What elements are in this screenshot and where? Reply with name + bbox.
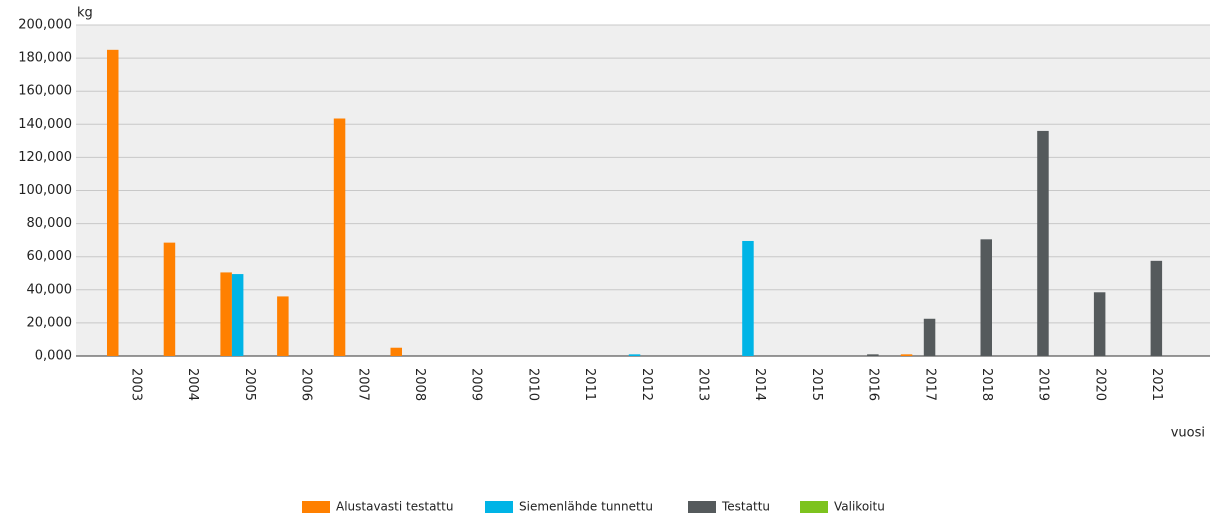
x-tick-label: 2012	[639, 368, 654, 401]
x-tick-label: 2007	[355, 368, 370, 401]
bar	[628, 354, 641, 356]
legend-swatch	[688, 501, 716, 513]
bar	[163, 242, 176, 356]
x-tick-label: 2020	[1092, 368, 1107, 401]
legend-swatch	[302, 501, 330, 513]
x-tick-label: 2009	[469, 368, 484, 401]
y-tick-label: 60,000	[27, 249, 73, 264]
y-tick-label: 100,000	[18, 183, 72, 198]
bar	[923, 318, 936, 356]
y-tick-label: 40,000	[27, 282, 73, 297]
bar	[277, 296, 289, 356]
bar	[390, 347, 402, 356]
x-tick-label: 2005	[242, 368, 257, 401]
bar	[742, 240, 754, 356]
x-tick-label: 2006	[299, 368, 314, 401]
legend-label: Siemenlähde tunnettu	[519, 500, 653, 514]
x-tick-label: 2017	[922, 368, 937, 401]
x-axis-label: vuosi	[1171, 426, 1205, 441]
x-tick-label: 2021	[1149, 368, 1164, 401]
x-tick-label: 2019	[1036, 368, 1051, 401]
x-tick-label: 2016	[866, 368, 881, 401]
x-tick-label: 2010	[525, 368, 540, 401]
y-tick-label: 120,000	[18, 150, 72, 165]
x-tick-label: 2011	[582, 368, 597, 401]
bar	[1150, 260, 1163, 356]
bar	[333, 118, 346, 356]
legend-swatch	[485, 501, 513, 513]
legend-swatch	[800, 501, 828, 513]
bar	[1037, 130, 1049, 356]
x-tick-label: 2004	[185, 368, 200, 401]
x-tick-label: 2015	[809, 368, 824, 401]
y-axis-label: kg	[77, 6, 93, 21]
bar	[107, 49, 119, 356]
bar	[900, 354, 913, 356]
bar	[220, 272, 232, 356]
bar	[867, 354, 879, 356]
legend-label: Testattu	[721, 500, 770, 514]
y-tick-label: 160,000	[18, 84, 72, 99]
legend-label: Alustavasti testattu	[336, 500, 453, 514]
x-tick-label: 2008	[412, 368, 427, 401]
bar	[980, 239, 992, 356]
y-tick-label: 200,000	[18, 18, 72, 33]
bar	[1093, 292, 1106, 356]
x-tick-label: 2018	[979, 368, 994, 401]
y-tick-label: 180,000	[18, 51, 72, 66]
legend-label: Valikoitu	[834, 500, 885, 514]
x-tick-label: 2013	[696, 368, 711, 401]
x-tick-label: 2003	[129, 368, 144, 401]
x-tick-label: 2014	[752, 368, 767, 401]
y-tick-label: 140,000	[18, 117, 72, 132]
bar	[231, 274, 244, 356]
y-tick-label: 80,000	[27, 216, 73, 231]
y-tick-label: 0,000	[35, 349, 72, 364]
y-tick-label: 20,000	[27, 315, 73, 330]
